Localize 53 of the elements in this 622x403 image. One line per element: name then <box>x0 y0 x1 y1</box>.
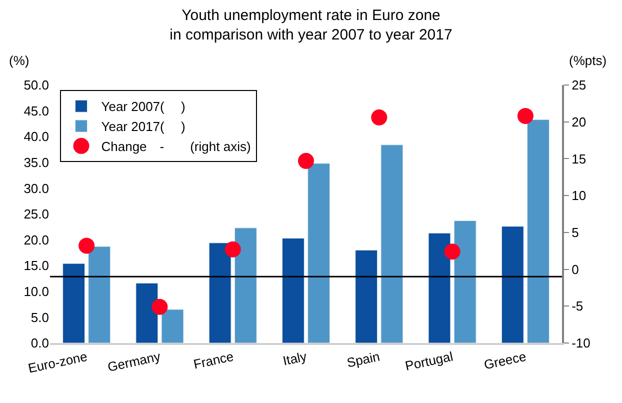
y2-tick-label: 10 <box>572 188 586 204</box>
bar <box>234 228 257 343</box>
y-tick-label: 10.0 <box>24 284 49 299</box>
y-tick-label: 25.0 <box>24 206 49 222</box>
x-tick-label: Germany <box>106 348 162 375</box>
bar <box>501 226 524 343</box>
bar <box>136 282 158 343</box>
y2-tick-label: 15 <box>572 151 586 166</box>
y-tick-label: 35.0 <box>24 154 49 170</box>
bar <box>88 246 111 343</box>
chart-title: Youth unemployment rate in Euro zone in comparison with year 2007 to year 2017 <box>170 7 452 44</box>
point <box>78 238 95 254</box>
y-tick-label: 40.0 <box>24 129 49 144</box>
point <box>298 152 314 169</box>
bar <box>161 309 184 343</box>
y-tick-label: 30.0 <box>24 180 49 196</box>
bar <box>527 119 550 343</box>
y-tick-label: 0.0 <box>30 336 49 351</box>
bar <box>282 238 304 343</box>
legend-label: Change - (right axis) <box>101 138 251 154</box>
x-tick-label: Greece <box>482 348 528 372</box>
y2-tick-label: 20 <box>572 114 586 130</box>
point <box>517 108 534 124</box>
y-tick-label: 20.0 <box>24 232 49 248</box>
x-tick-label: France <box>192 348 235 372</box>
bar <box>62 263 85 343</box>
bar <box>308 163 330 343</box>
y-tick-label: 50.0 <box>24 78 49 93</box>
bar <box>208 242 232 343</box>
y2-tick-label: 5 <box>572 224 579 240</box>
bar <box>454 220 476 343</box>
bar <box>380 144 404 343</box>
y-axis-title: (%) <box>9 53 30 68</box>
y2-axis-title: (%pts) <box>569 53 607 68</box>
legend-label: Year 2017( ) <box>101 119 186 134</box>
y-tick-label: 15.0 <box>24 258 49 274</box>
bar <box>355 250 378 343</box>
y2-tick-label: 0 <box>572 262 579 277</box>
y2-tick-label: -10 <box>572 336 590 351</box>
y-tick-label: 45.0 <box>24 103 49 118</box>
x-tick-label: Italy <box>282 348 308 368</box>
x-tick-label: Euro-zone <box>26 348 89 376</box>
point <box>371 109 388 126</box>
y2-tick-label: -5 <box>572 298 584 314</box>
point <box>224 241 241 258</box>
bar <box>428 232 451 343</box>
y-tick-label: 5.0 <box>30 310 49 325</box>
x-tick-label: Portugal <box>404 348 454 374</box>
point <box>444 244 460 260</box>
point <box>152 298 168 315</box>
x-tick-label: Spain <box>345 348 382 370</box>
legend-label: Year 2007( ) <box>101 99 186 114</box>
y2-tick-label: 25 <box>572 78 586 93</box>
